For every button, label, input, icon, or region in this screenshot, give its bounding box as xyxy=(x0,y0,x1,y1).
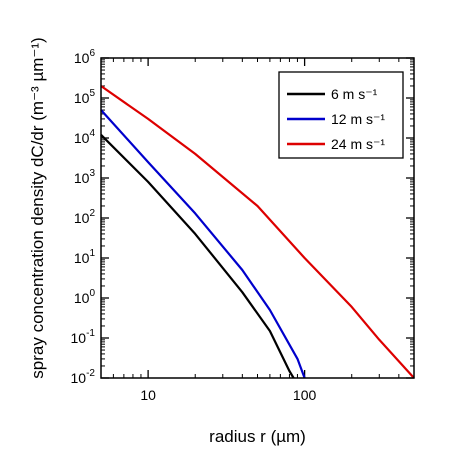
x-tick-label: 10 xyxy=(140,387,156,403)
y-tick-label: 103 xyxy=(74,168,96,186)
y-tick-label: 10-2 xyxy=(71,368,96,386)
legend-label: 24 m s⁻¹ xyxy=(331,136,385,152)
plot-frame xyxy=(100,57,415,379)
y-tick-label: 101 xyxy=(74,248,96,266)
y-tick-label: 105 xyxy=(74,88,96,106)
y-tick-label: 106 xyxy=(74,48,96,66)
series-line xyxy=(100,109,306,379)
y-axis-title: spray concentration density dC/dr (m⁻³ µ… xyxy=(28,37,47,378)
plot-lines xyxy=(100,85,415,379)
legend-label: 12 m s⁻¹ xyxy=(331,111,385,127)
series-line xyxy=(100,134,295,379)
y-tick-label: 100 xyxy=(74,288,96,306)
y-tick-label: 10-1 xyxy=(71,328,96,346)
y-tick-label: 104 xyxy=(74,128,96,146)
y-axis-ticks: 10-2 10-1 100 101 102 103 104 105 106 xyxy=(71,48,414,386)
legend-label: 6 m s⁻¹ xyxy=(331,86,378,102)
x-axis-title: radius r (µm) xyxy=(209,427,306,446)
y-tick-label: 102 xyxy=(74,208,96,226)
series-line xyxy=(100,85,415,379)
legend: 6 m s⁻¹ 12 m s⁻¹ 24 m s⁻¹ xyxy=(278,71,404,159)
x-tick-label: 100 xyxy=(293,387,317,403)
x-axis-ticks: 10 100 xyxy=(100,58,415,403)
